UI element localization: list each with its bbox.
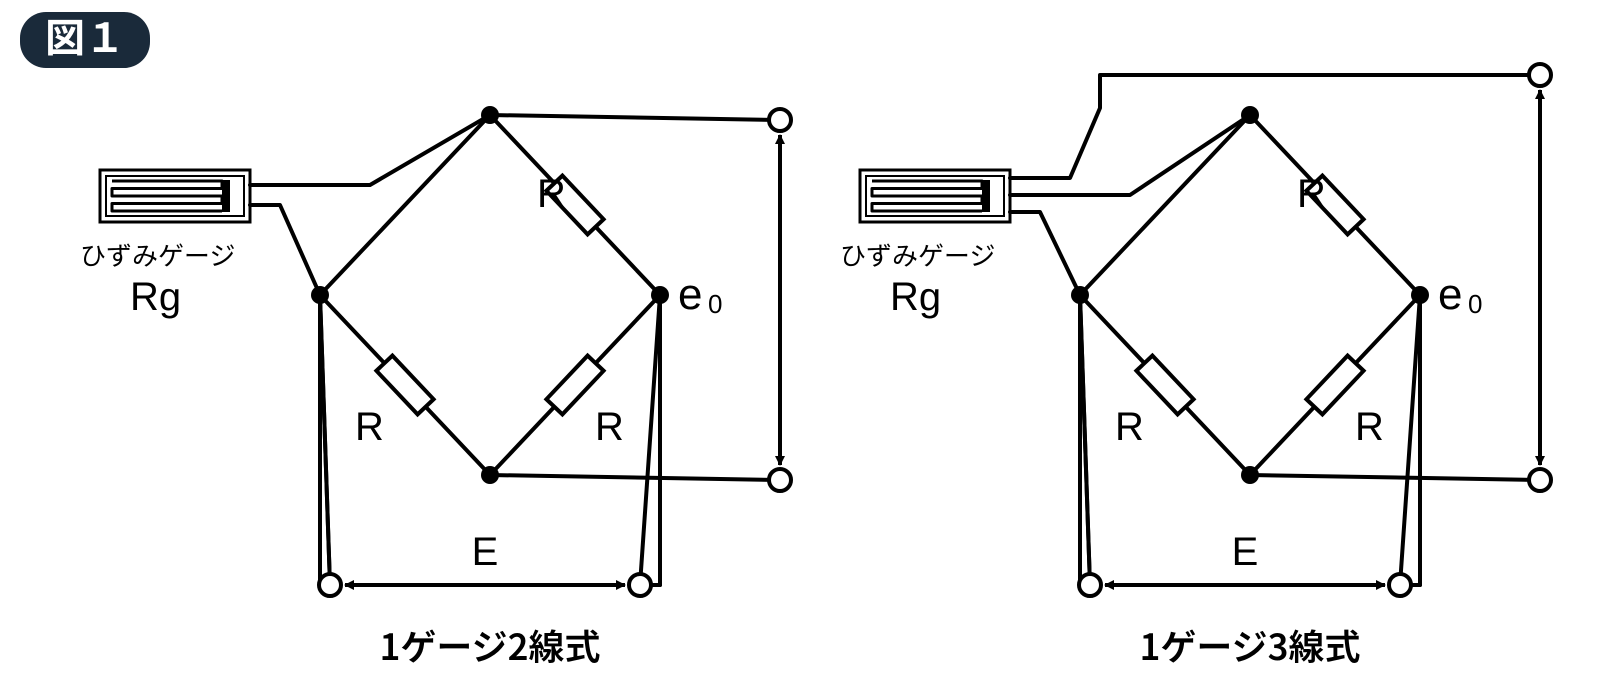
- resistor-label: R: [1115, 405, 1144, 449]
- resistor-label: R: [537, 172, 566, 216]
- excitation-label: E: [1232, 530, 1259, 574]
- rg-label: Rg: [890, 275, 941, 319]
- excitation-label: E: [472, 530, 499, 574]
- panel-3wire: R R Re0 E ひずみゲージRg 1ゲージ3線式: [840, 64, 1551, 671]
- strain-gauge-label: ひずみゲージ: [80, 236, 235, 273]
- output-label: e: [1438, 270, 1462, 319]
- strain-gauge-label: ひずみゲージ: [840, 236, 995, 273]
- output-label-sub: 0: [708, 289, 722, 319]
- rg-label: Rg: [130, 275, 181, 319]
- resistor-label: R: [355, 405, 384, 449]
- resistor-label: R: [1355, 405, 1384, 449]
- caption-3wire: 1ゲージ3線式: [1139, 619, 1360, 671]
- resistor-label: R: [1297, 172, 1326, 216]
- output-label-sub: 0: [1468, 289, 1482, 319]
- resistor-label: R: [595, 405, 624, 449]
- figure-badge-text: 図１: [45, 6, 125, 64]
- caption-2wire: 1ゲージ2線式: [379, 619, 600, 671]
- output-label: e: [678, 270, 702, 319]
- panel-2wire: R R Re0 E ひずみゲージRg 1ゲージ2線式: [80, 106, 791, 671]
